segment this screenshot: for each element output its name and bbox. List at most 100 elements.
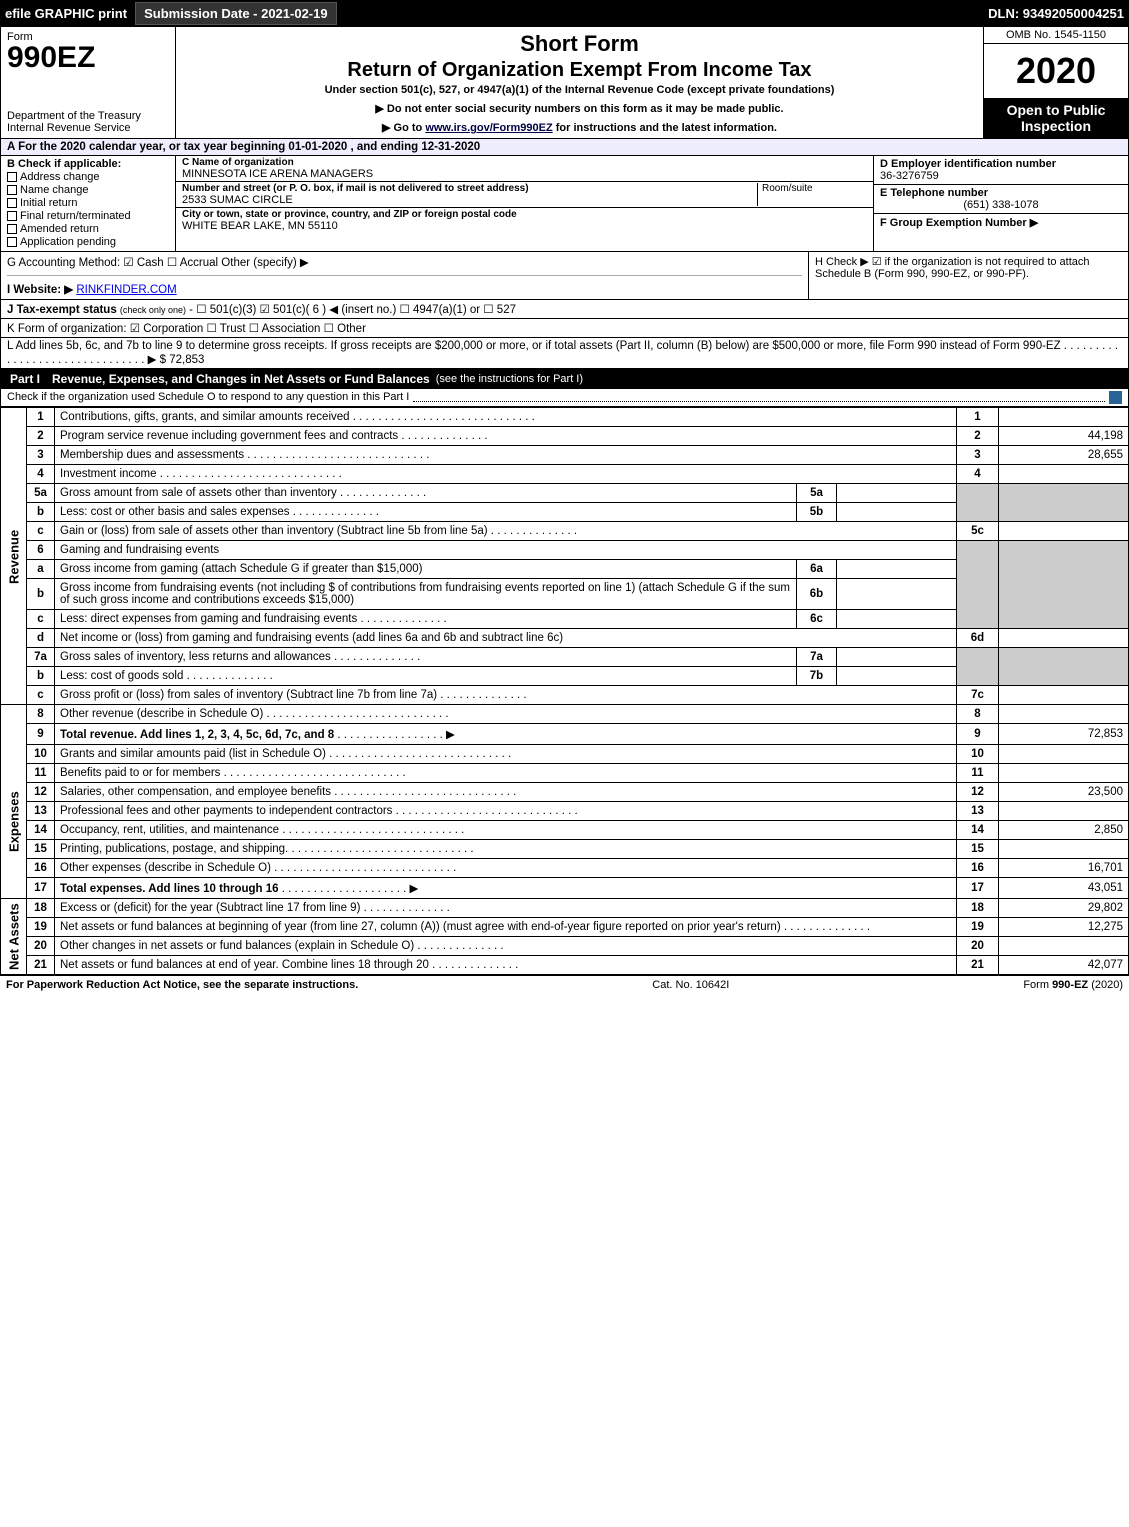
row-h-schedule-b: H Check ▶ ☑ if the organization is not r… — [808, 252, 1128, 299]
accounting-method: G Accounting Method: ☑ Cash ☐ Accrual Ot… — [1, 252, 808, 299]
grey-6 — [957, 541, 999, 629]
line-21-desc: Net assets or fund balances at end of ye… — [55, 956, 957, 975]
line-7a-desc: Gross sales of inventory, less returns a… — [55, 648, 797, 667]
row-k-form-org: K Form of organization: ☑ Corporation ☐ … — [0, 319, 1129, 338]
line-1-num: 1 — [27, 408, 55, 427]
footer-form-id: Form 990-EZ (2020) — [1023, 979, 1123, 991]
line-11-num: 11 — [27, 764, 55, 783]
row-j-tax-exempt: J Tax-exempt status (check only one) - ☐… — [0, 300, 1129, 319]
website-link[interactable]: RINKFINDER.COM — [76, 284, 176, 296]
telephone-cell: E Telephone number (651) 338-1078 — [874, 185, 1128, 214]
line-7a-sub: 7a — [797, 648, 837, 667]
line-5c-num: c — [27, 522, 55, 541]
chk-application-pending[interactable]: Application pending — [7, 236, 169, 248]
line-16-num: 16 — [27, 859, 55, 878]
grey-5-amt — [999, 484, 1129, 522]
line-5c-rn: 5c — [957, 522, 999, 541]
line-6a-subamt — [837, 560, 957, 579]
line-21-amt: 42,077 — [999, 956, 1129, 975]
line-12-num: 12 — [27, 783, 55, 802]
chk-label: Address change — [20, 171, 100, 183]
line-5a-num: 5a — [27, 484, 55, 503]
top-bar: efile GRAPHIC print Submission Date - 20… — [0, 0, 1129, 27]
chk-initial-return[interactable]: Initial return — [7, 197, 169, 209]
line-15-amt — [999, 840, 1129, 859]
line-6c-subamt — [837, 610, 957, 629]
line-9-rn: 9 — [957, 724, 999, 745]
row-g-h: G Accounting Method: ☑ Cash ☐ Accrual Ot… — [0, 252, 1129, 300]
line-18-amt: 29,802 — [999, 899, 1129, 918]
city-value: WHITE BEAR LAKE, MN 55110 — [182, 220, 867, 232]
line-15-rn: 15 — [957, 840, 999, 859]
city-cell: City or town, state or province, country… — [176, 208, 873, 233]
chk-final-return[interactable]: Final return/terminated — [7, 210, 169, 222]
line-6d-num: d — [27, 629, 55, 648]
line-18-rn: 18 — [957, 899, 999, 918]
net-assets-side-label: Net Assets — [1, 899, 27, 975]
j-small: (check only one) — [120, 305, 186, 315]
line-6d-desc: Net income or (loss) from gaming and fun… — [55, 629, 957, 648]
line-7b-num: b — [27, 667, 55, 686]
org-name-value: MINNESOTA ICE ARENA MANAGERS — [182, 168, 867, 180]
line-5a-subamt — [837, 484, 957, 503]
chk-name-change[interactable]: Name change — [7, 184, 169, 196]
line-7c-num: c — [27, 686, 55, 705]
line-8-desc: Other revenue (describe in Schedule O) — [55, 705, 957, 724]
tel-label: E Telephone number — [880, 187, 1122, 199]
chk-amended-return[interactable]: Amended return — [7, 223, 169, 235]
irs-link[interactable]: www.irs.gov/Form990EZ — [425, 122, 552, 134]
submission-date-button[interactable]: Submission Date - 2021-02-19 — [135, 2, 337, 25]
line-6d-rn: 6d — [957, 629, 999, 648]
line-10-amt — [999, 745, 1129, 764]
check-o-checkbox[interactable] — [1109, 391, 1122, 404]
note-goto: ▶ Go to www.irs.gov/Form990EZ for instru… — [184, 121, 975, 134]
line-20-desc: Other changes in net assets or fund bala… — [55, 937, 957, 956]
line-16-rn: 16 — [957, 859, 999, 878]
grey-5 — [957, 484, 999, 522]
header-mid: Short Form Return of Organization Exempt… — [176, 27, 983, 138]
line-14-desc: Occupancy, rent, utilities, and maintena… — [55, 821, 957, 840]
line-18-desc: Excess or (deficit) for the year (Subtra… — [55, 899, 957, 918]
row-g-text: G Accounting Method: ☑ Cash ☐ Accrual Ot… — [7, 255, 802, 276]
line-14-rn: 14 — [957, 821, 999, 840]
line-7a-subamt — [837, 648, 957, 667]
line-9-num: 9 — [27, 724, 55, 745]
col-c-org-info: C Name of organization MINNESOTA ICE ARE… — [176, 156, 873, 251]
line-3-num: 3 — [27, 446, 55, 465]
line-7c-amt — [999, 686, 1129, 705]
line-17-amt: 43,051 — [999, 878, 1129, 899]
line-11-amt — [999, 764, 1129, 783]
line-20-num: 20 — [27, 937, 55, 956]
line-19-rn: 19 — [957, 918, 999, 937]
line-15-num: 15 — [27, 840, 55, 859]
line-21-rn: 21 — [957, 956, 999, 975]
line-5b-desc: Less: cost or other basis and sales expe… — [55, 503, 797, 522]
city-label: City or town, state or province, country… — [182, 209, 867, 220]
line-6b-subamt — [837, 579, 957, 610]
header-left: Form 990EZ Department of the Treasury In… — [1, 27, 176, 138]
ein-label: D Employer identification number — [880, 158, 1122, 170]
line-18-num: 18 — [27, 899, 55, 918]
line-16-desc: Other expenses (describe in Schedule O) — [55, 859, 957, 878]
line-1-desc: Contributions, gifts, grants, and simila… — [55, 408, 957, 427]
line-12-desc: Salaries, other compensation, and employ… — [55, 783, 957, 802]
line-4-num: 4 — [27, 465, 55, 484]
line-11-desc: Benefits paid to or for members — [55, 764, 957, 783]
line-10-num: 10 — [27, 745, 55, 764]
address-cell: Number and street (or P. O. box, if mail… — [176, 182, 873, 208]
group-exemption-cell: F Group Exemption Number ▶ — [874, 214, 1128, 231]
rev-cont2 — [1, 724, 27, 745]
chk-address-change[interactable]: Address change — [7, 171, 169, 183]
line-9-bold: Total revenue. Add lines 1, 2, 3, 4, 5c,… — [60, 729, 334, 741]
line-5a-desc: Gross amount from sale of assets other t… — [55, 484, 797, 503]
chk-label: Amended return — [20, 223, 99, 235]
line-6b-sub: 6b — [797, 579, 837, 610]
line-7a-num: 7a — [27, 648, 55, 667]
under-section: Under section 501(c), 527, or 4947(a)(1)… — [184, 84, 975, 96]
tax-year: 2020 — [984, 44, 1128, 98]
ein-value: 36-3276759 — [880, 170, 1122, 182]
chk-label: Name change — [20, 184, 89, 196]
row-a-tax-year: A For the 2020 calendar year, or tax yea… — [0, 139, 1129, 156]
return-title: Return of Organization Exempt From Incom… — [184, 59, 975, 82]
efile-label[interactable]: efile GRAPHIC print — [5, 6, 127, 21]
